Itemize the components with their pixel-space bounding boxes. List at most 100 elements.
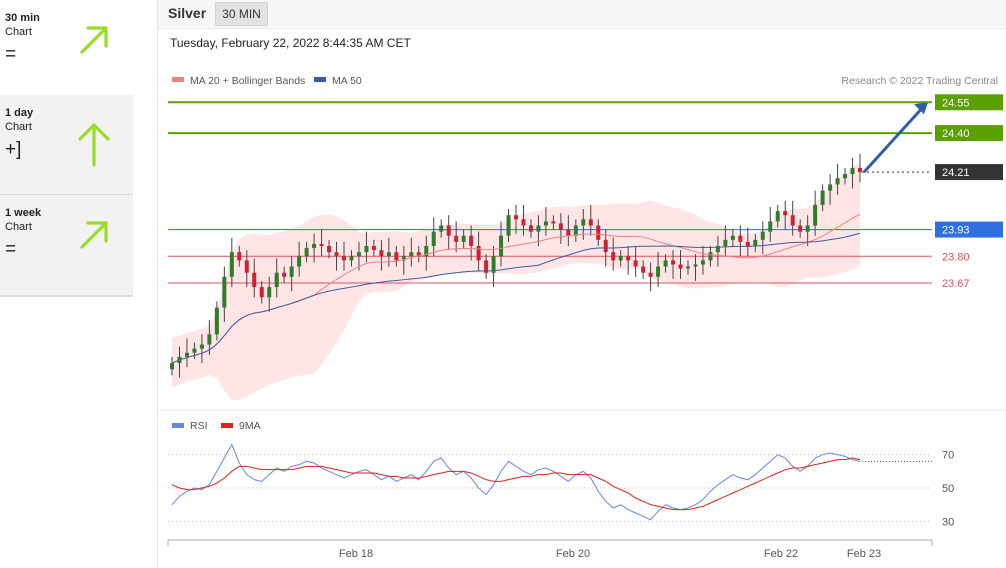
trend-symbol: = (5, 239, 17, 260)
copyright: Research © 2022 Trading Central (841, 75, 998, 87)
candle-down (626, 256, 631, 261)
candle-down (237, 252, 242, 261)
rsi-tick-label: 70 (942, 450, 954, 462)
level-label-resistance: 24.40 (942, 128, 970, 140)
candle-down (671, 260, 676, 265)
level-label-pivot: 23.93 (942, 225, 970, 237)
candle-down (259, 287, 264, 298)
candle-down (379, 250, 384, 257)
x-tick-label: Feb 22 (764, 548, 798, 560)
candle-down (738, 235, 743, 242)
candle-up (768, 221, 773, 232)
candle-down (603, 239, 608, 253)
candle-up (297, 256, 302, 267)
candle-down (521, 219, 526, 226)
candle-up (700, 260, 705, 265)
candle-up (267, 287, 272, 298)
candle-up (693, 264, 698, 267)
x-tick-label: Feb 23 (847, 548, 881, 560)
candle-down (633, 260, 638, 267)
candle-up (663, 260, 668, 267)
chart-header: Silver 30 MIN (158, 0, 1006, 29)
candle-down (558, 223, 563, 230)
candle-up (618, 256, 623, 261)
candle-up (506, 215, 511, 236)
candle-up (386, 252, 391, 257)
candle-up (499, 235, 504, 257)
candle-up (723, 239, 728, 246)
candle-up (424, 246, 429, 257)
candle-down (588, 219, 593, 226)
candle-down (334, 252, 339, 257)
candle-up (730, 235, 735, 240)
timeframe-sidebar: 30 min Chart = 1 day Chart +] 1 week Cha… (0, 0, 133, 297)
candle-up (835, 178, 840, 185)
candle-down (342, 256, 346, 261)
level-badge-resistance (935, 94, 1003, 111)
timeframe-1week[interactable]: 1 week Chart = (0, 195, 133, 296)
candle-up (828, 184, 833, 191)
rsi-tick-label: 30 (942, 516, 954, 528)
rsi-9ma-line (171, 457, 861, 511)
candle-down (798, 225, 803, 232)
candle-up (753, 239, 758, 246)
candle-up (364, 246, 369, 253)
candle-up (536, 225, 541, 232)
candle-down (327, 246, 332, 253)
trend-symbol: = (5, 44, 17, 65)
legend-ma50: MA 50 (332, 75, 362, 87)
candle-down (282, 272, 287, 277)
candle-up (813, 204, 818, 226)
candle-up (439, 225, 444, 232)
candle-up (708, 252, 713, 261)
candle-up (229, 252, 234, 277)
candle-down (678, 264, 683, 269)
candle-up (775, 211, 780, 222)
candle-up (192, 348, 197, 353)
candle-up (820, 190, 825, 205)
candle-up (491, 256, 496, 273)
candle-down (416, 252, 421, 257)
candle-down (469, 235, 474, 246)
candle-down (454, 235, 459, 242)
level-label-support: 23.67 (942, 278, 970, 290)
timeframe-sub: Chart (5, 121, 32, 133)
candle-up (686, 266, 690, 269)
timeframe-1day[interactable]: 1 day Chart +] (0, 95, 133, 195)
candle-down (244, 260, 249, 273)
interval-button[interactable]: 30 MIN (215, 2, 268, 26)
candle-up (401, 256, 406, 261)
timeframe-name: 1 week (5, 207, 42, 219)
candle-down (596, 225, 601, 240)
candle-down (858, 167, 862, 173)
panel-divider (157, 0, 158, 568)
candle-down (641, 266, 646, 273)
level-label-last: 24.21 (942, 167, 970, 179)
candle-up (850, 167, 855, 175)
rsi-tick-label: 50 (942, 483, 954, 495)
target-arrow-line (862, 107, 924, 174)
candle-down (566, 229, 571, 236)
legend-rsi-swatch (172, 423, 184, 428)
candle-up (312, 243, 317, 249)
candle-down (484, 260, 489, 273)
level-label-resistance: 24.55 (942, 97, 970, 109)
candle-up (760, 231, 765, 240)
bollinger-band (172, 161, 860, 400)
timeframe-name: 30 min (5, 12, 40, 24)
timeframe-sub: Chart (5, 26, 32, 38)
candle-up (715, 246, 720, 253)
asset-title: Silver (168, 5, 207, 21)
candle-up (573, 225, 578, 236)
legend-ma20-swatch (172, 77, 184, 82)
candle-up (581, 219, 586, 226)
level-badge-pivot (935, 221, 1003, 238)
candle-up (207, 334, 212, 345)
legend-9ma-swatch (221, 423, 233, 428)
candle-up (304, 248, 309, 257)
candle-up (461, 235, 466, 242)
arrow-up-right-icon (80, 221, 108, 249)
candle-up (170, 363, 174, 370)
candle-down (514, 215, 518, 220)
